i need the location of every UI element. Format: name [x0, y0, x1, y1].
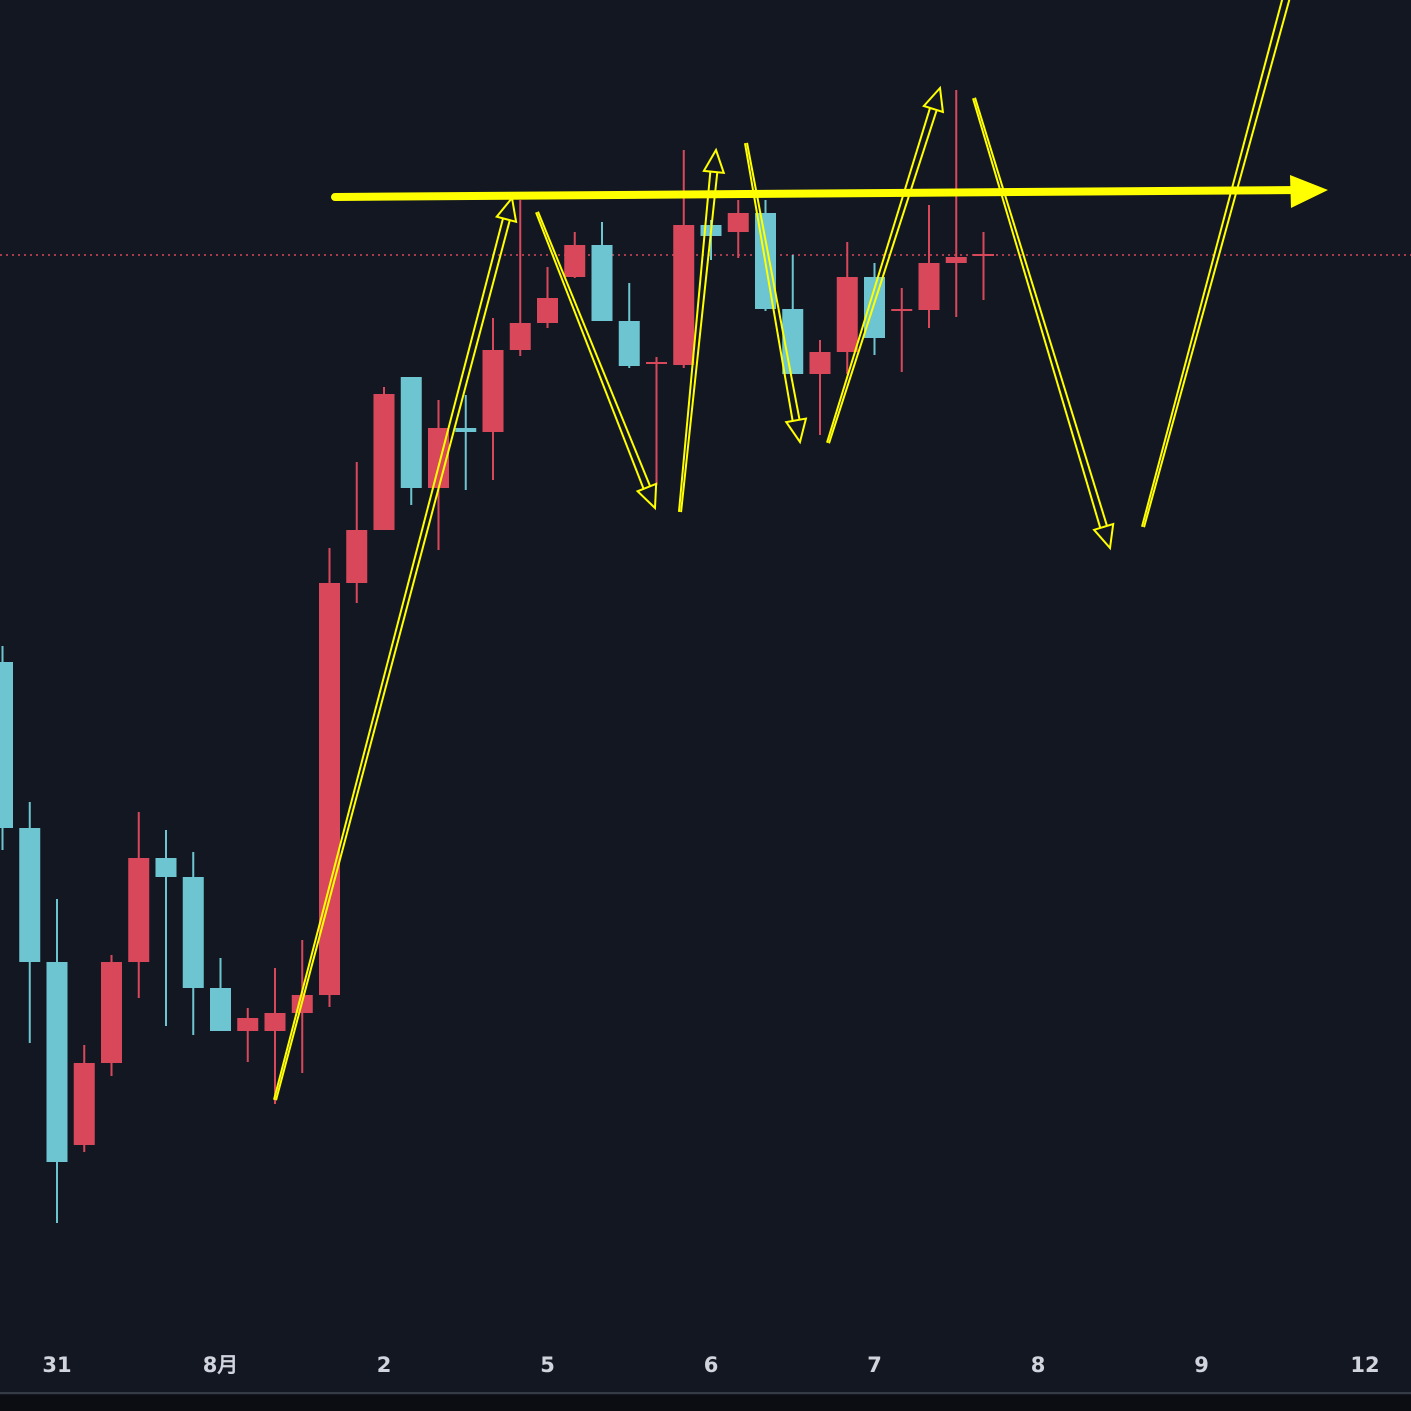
trend-arrow — [743, 143, 794, 422]
trend-arrow — [972, 98, 1102, 529]
candle-body — [564, 245, 586, 277]
candle-body — [46, 962, 68, 1162]
candle-body — [128, 858, 150, 962]
arrow-head — [922, 85, 945, 114]
arrow-head — [1092, 522, 1115, 551]
candle-body — [537, 298, 558, 323]
candle-body — [346, 530, 368, 583]
x-tick-label: 31 — [42, 1353, 71, 1377]
x-tick-label: 12 — [1350, 1353, 1379, 1377]
x-tick-label: 6 — [704, 1353, 719, 1377]
candle-body — [864, 277, 885, 338]
candle-body — [646, 362, 667, 364]
candle-body — [319, 583, 340, 995]
x-axis: 31 8月 2 5 6 7 8 9 12 — [42, 1353, 1379, 1377]
candle-body — [891, 309, 913, 311]
trend-arrow — [828, 109, 938, 444]
trend-arrow — [1143, 0, 1291, 528]
arrow-head — [1290, 175, 1328, 208]
trend-arrow — [1141, 0, 1284, 527]
trend-arrow — [537, 211, 652, 487]
trend-arrow — [826, 107, 931, 443]
arrow-head — [494, 195, 518, 224]
x-tick-label: 8月 — [203, 1353, 239, 1377]
candle-body — [509, 323, 531, 350]
arrow-head — [702, 147, 726, 175]
candle-body — [373, 394, 395, 530]
trend-arrow — [275, 219, 511, 1101]
candle-body — [809, 352, 831, 374]
candle-body — [0, 662, 13, 828]
candle-body — [19, 828, 41, 962]
arrow-head — [635, 482, 658, 511]
candle-body — [836, 277, 858, 352]
candle-body — [482, 350, 504, 432]
candle-body — [673, 225, 695, 365]
candle-body — [973, 254, 994, 256]
candle-body — [73, 1063, 95, 1145]
candle-body — [945, 257, 967, 263]
trend-arrow — [680, 172, 719, 513]
candle-body — [182, 877, 204, 988]
candle-body — [264, 1013, 286, 1031]
candle-body — [237, 1018, 259, 1031]
x-tick-label: 7 — [867, 1353, 882, 1377]
candle-body — [400, 377, 422, 488]
trend-arrow — [974, 97, 1108, 527]
candles — [0, 90, 1411, 1223]
candle-body — [210, 988, 231, 1031]
annotations — [273, 0, 1328, 1101]
candle-body — [455, 428, 477, 432]
trend-arrow — [677, 171, 712, 512]
candle-body — [727, 213, 749, 232]
trend-arrow — [746, 142, 801, 420]
candle-body — [618, 321, 640, 366]
footer-strip — [0, 1395, 1411, 1411]
x-tick-label: 2 — [377, 1353, 392, 1377]
trend-arrow — [535, 212, 645, 490]
x-tick-label: 8 — [1031, 1353, 1046, 1377]
arrow-head — [784, 417, 808, 445]
candle-body — [101, 962, 122, 1063]
candle-body — [155, 858, 177, 877]
candle-body — [591, 245, 613, 321]
trend-arrow — [273, 218, 504, 1100]
resistance-line — [331, 186, 1304, 201]
x-tick-label: 9 — [1194, 1353, 1209, 1377]
candle-body — [918, 263, 940, 310]
x-tick-label: 5 — [540, 1353, 555, 1377]
